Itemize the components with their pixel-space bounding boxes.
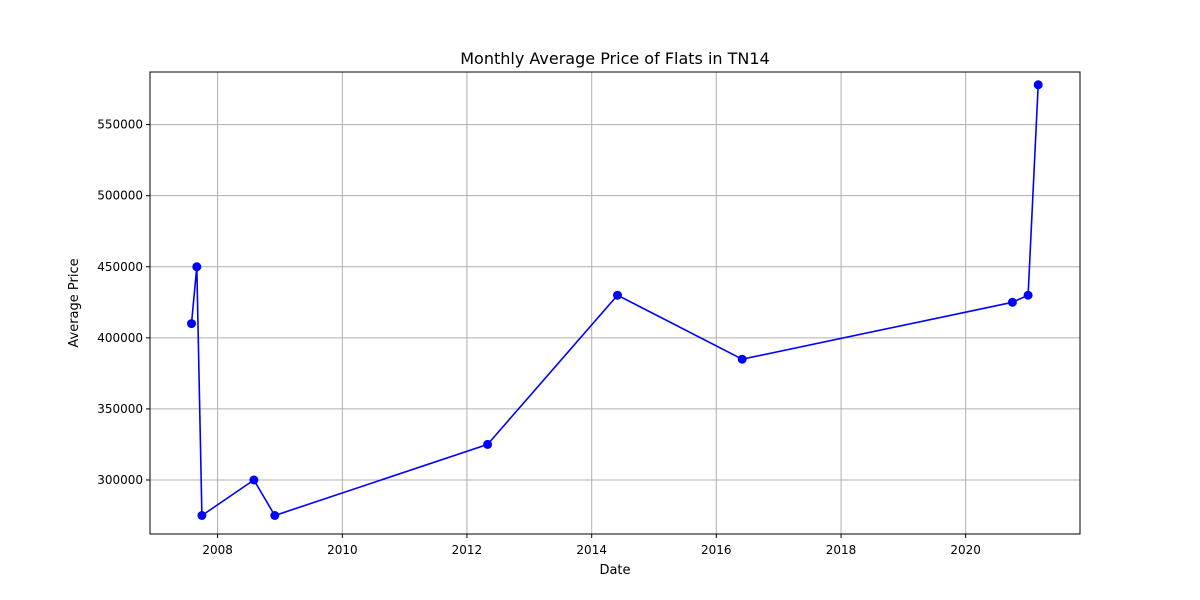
data-point	[197, 511, 207, 520]
chart-title: Monthly Average Price of Flats in TN14	[460, 49, 769, 68]
x-axis: 2008 2010 2012 2014 2016 2018 2020	[202, 534, 981, 557]
y-tick-label: 500000	[97, 189, 143, 203]
data-point	[187, 319, 196, 329]
series-layer	[187, 80, 1043, 520]
x-tick-label: 2012	[452, 543, 483, 557]
data-point	[192, 262, 202, 272]
data-point	[270, 511, 280, 520]
data-point	[737, 354, 747, 364]
y-axis-label: Average Price	[67, 258, 82, 347]
y-tick-label: 550000	[97, 118, 143, 132]
y-tick-label: 300000	[97, 473, 143, 487]
x-axis-label: Date	[599, 563, 630, 578]
y-tick-label: 400000	[97, 331, 143, 345]
x-tick-label: 2014	[576, 543, 607, 557]
data-point	[1033, 80, 1043, 90]
data-point	[249, 475, 259, 485]
y-tick-label: 450000	[97, 260, 143, 274]
grid	[150, 72, 1080, 534]
x-tick-label: 2010	[327, 543, 358, 557]
x-tick-label: 2008	[202, 543, 233, 557]
plot-frame	[149, 71, 1081, 535]
plot-area	[150, 72, 1080, 534]
x-tick-label: 2020	[950, 543, 981, 557]
y-axis: 300000 350000 400000 450000 500000 550000	[97, 118, 150, 487]
data-point	[1007, 297, 1017, 307]
data-point	[483, 439, 493, 449]
data-point	[1023, 290, 1033, 300]
x-tick-label: 2018	[826, 543, 857, 557]
y-tick-label: 350000	[97, 402, 143, 416]
data-point	[613, 290, 622, 300]
x-tick-label: 2016	[701, 543, 732, 557]
